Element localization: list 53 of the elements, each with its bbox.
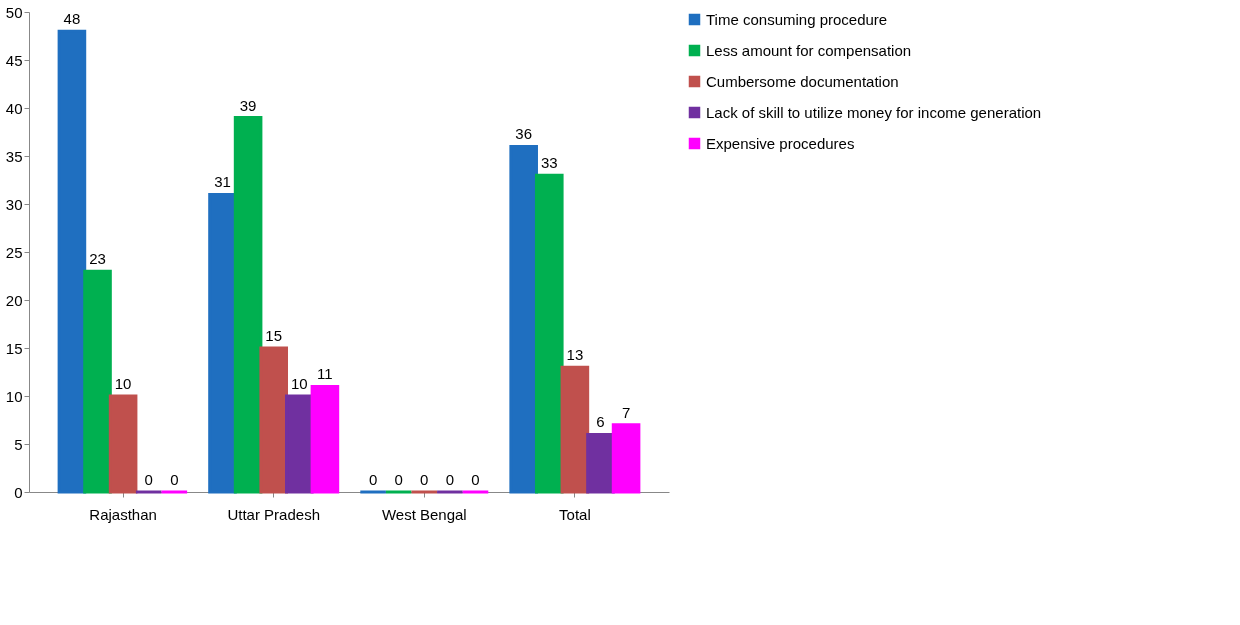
- y-tick-label: 30: [5, 195, 23, 213]
- data-label: 23: [89, 250, 106, 268]
- data-label: 0: [445, 471, 455, 488]
- bar: [208, 192, 237, 494]
- bar: [108, 394, 138, 494]
- bar: [285, 394, 314, 494]
- data-label: 36: [515, 125, 533, 143]
- data-label: 31: [214, 173, 231, 191]
- data-label: 0: [471, 471, 480, 488]
- data-label: 33: [540, 154, 558, 172]
- bar: [83, 269, 112, 494]
- bar: [57, 29, 87, 494]
- data-label: 0: [368, 471, 378, 488]
- x-tick-label: Rajasthan: [89, 505, 157, 523]
- data-label: 13: [566, 346, 584, 364]
- data-label: 0: [420, 471, 429, 488]
- y-tick-label: 15: [5, 339, 23, 357]
- x-tick-label: Uttar Pradesh: [227, 505, 320, 523]
- x-tick-label: West Bengal: [381, 505, 467, 523]
- y-tick-label: 0: [14, 483, 23, 501]
- data-label: 10: [114, 375, 132, 392]
- legend-label: Time consuming procedure: [706, 10, 888, 28]
- legend-label: Cumbersome documentation: [706, 72, 899, 90]
- y-tick-label: 10: [5, 387, 23, 405]
- data-label: 15: [265, 327, 283, 344]
- data-label: 7: [621, 403, 631, 421]
- y-tick-label: 40: [5, 99, 23, 117]
- bar: [310, 384, 340, 494]
- y-tick-label: 50: [5, 3, 23, 21]
- data-label: 10: [290, 375, 308, 392]
- bar: [586, 432, 615, 494]
- legend-label: Lack of skill to utilize money for income generation: [706, 103, 1042, 121]
- bar: [259, 346, 289, 494]
- y-tick-label: 20: [5, 291, 23, 309]
- bar: [233, 116, 263, 494]
- legend-label: Expensive procedures: [706, 134, 855, 152]
- bar: [509, 144, 538, 494]
- bar: [611, 423, 641, 494]
- y-tick-label: 35: [5, 147, 23, 165]
- data-label: 0: [170, 471, 179, 488]
- bar: [534, 173, 564, 494]
- y-tick-label: 25: [5, 243, 23, 261]
- y-tick-label: 5: [14, 435, 23, 453]
- data-label: 39: [239, 96, 257, 114]
- bar: [560, 365, 590, 494]
- data-label: 6: [596, 413, 605, 431]
- x-tick-label: Total: [559, 505, 591, 523]
- legend-label: Less amount for compensation: [706, 41, 912, 59]
- data-label: 11: [317, 365, 333, 383]
- data-label: 0: [144, 471, 153, 488]
- data-label: 0: [394, 471, 403, 488]
- y-tick-label: 45: [5, 51, 23, 69]
- data-label: 48: [63, 10, 81, 28]
